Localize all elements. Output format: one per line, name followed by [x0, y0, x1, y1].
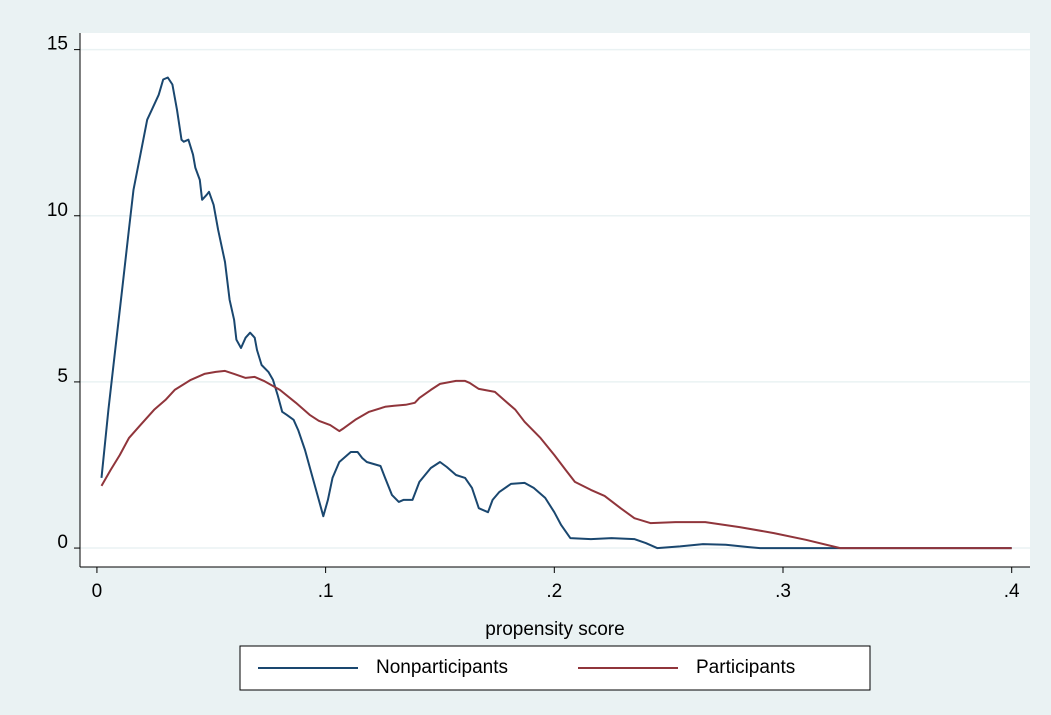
x-tick-label: .4	[1004, 581, 1020, 602]
legend-label: Nonparticipants	[376, 657, 508, 678]
plot-area	[80, 33, 1030, 567]
x-tick-label: 0	[92, 581, 103, 602]
data-line	[100, 369, 1012, 550]
x-tick-label: .1	[318, 581, 334, 602]
x-tick-label: .3	[775, 581, 791, 602]
x-axis-label: propensity score	[485, 619, 624, 640]
legend-label: Participants	[696, 657, 795, 678]
y-tick-label: 10	[47, 200, 68, 221]
y-tick-label: 0	[57, 532, 68, 553]
data-line	[100, 76, 1012, 550]
y-tick-label: 5	[57, 366, 68, 387]
y-tick-label: 15	[47, 34, 68, 55]
x-tick-label: .2	[546, 581, 562, 602]
